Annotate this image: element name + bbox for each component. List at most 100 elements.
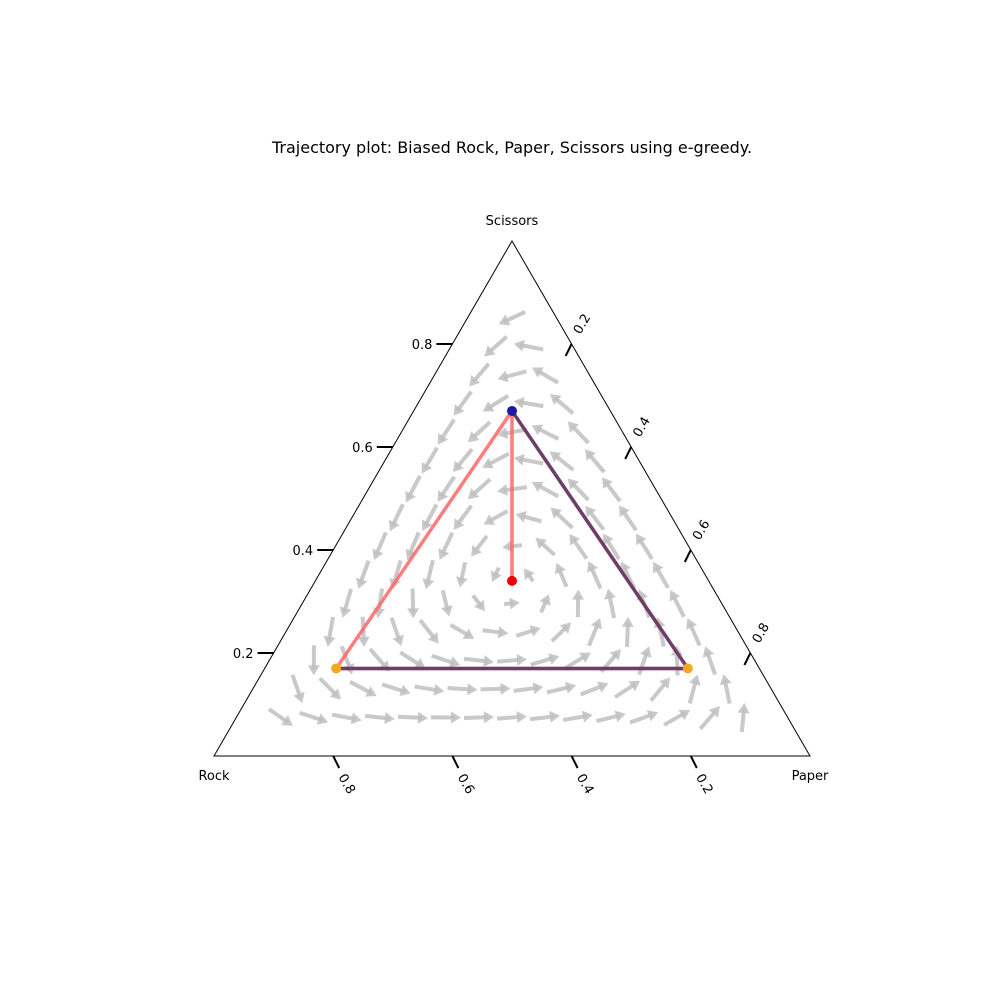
vector-arrow [389,617,404,647]
vector-arrow [603,533,621,561]
vector-arrow [515,511,542,524]
vector-arrow [490,566,502,583]
vector-arrow [267,707,293,726]
vector-arrow [702,646,717,676]
left-axis-tick-label: 0.8 [412,338,433,353]
vector-arrow [585,505,606,531]
vector-arrow [405,531,421,561]
vector-arrow [539,594,551,614]
vector-arrow [453,504,473,530]
vector-arrow [636,533,654,561]
vector-arrow [546,681,577,695]
vector-arrow [437,418,456,445]
right-axis-tick [683,549,692,563]
vector-arrow [482,626,509,639]
vector-arrow [572,589,585,618]
vector-arrow [613,680,641,699]
vector-arrow [686,618,702,647]
vector-arrow [299,710,329,725]
vector-arrow [604,588,617,619]
trajectory-markers [331,405,693,674]
vector-arrow [480,682,511,695]
vector-arrow [523,568,535,583]
left-axis-tick-label: 0.6 [352,441,373,456]
trajectory-line-1 [334,409,690,671]
vector-arrow [497,427,528,439]
vector-arrow [550,393,575,415]
vector-arrow [554,562,569,588]
vector-arrow [550,622,572,643]
vector-arrow [447,683,478,696]
vector-arrow [587,561,603,590]
vertex-label-scissors: Scissors [486,214,539,229]
vector-arrow [388,503,405,532]
right-axis-tick [743,652,752,666]
left-axis-tick-label: 0.4 [293,544,314,559]
vector-arrow [339,588,354,618]
vector-arrow [440,589,453,617]
ternary-frame [213,240,811,757]
vector-arrow [513,453,544,466]
vector-arrow [531,424,560,441]
vector-arrow [587,617,602,647]
bottom-axis-tick-label: 0.8 [335,772,358,797]
vector-arrow [496,654,527,666]
bottom-axis-tick-label: 0.4 [573,772,596,797]
vector-arrow [529,710,560,723]
vector-arrow [637,646,652,676]
vector-arrow [497,483,528,496]
vector-arrow [496,711,527,724]
vector-arrow [737,703,750,733]
bottom-axis-tick [570,755,579,769]
vector-arrow [418,618,439,644]
bottom-axis-tick [689,755,698,769]
axis-ticks: 0.2 0.4 0.6 0.8 0.2 0.4 0.6 0.8 0.8 0.6 0.4 0.2 [233,312,773,797]
vector-arrow [356,560,371,589]
vector-field [267,310,750,733]
vector-arrow [669,590,686,618]
vector-arrow [482,394,510,412]
vector-arrow [469,362,491,387]
vector-arrow [698,706,720,731]
vector-arrow [532,367,559,385]
vector-arrow [452,447,474,473]
vector-arrow [535,537,556,557]
trajectories [334,409,690,671]
vector-arrow [421,503,439,531]
chart-title: Trajectory plot: Biased Rock, Paper, Sci… [271,138,752,157]
vertex-label-rock: Rock [198,769,230,784]
vector-arrow [331,712,362,725]
right-axis-tick-label: 0.8 [750,621,773,646]
vector-arrow [431,653,461,668]
vector-arrow [482,451,510,469]
vector-arrow [364,712,395,724]
vector-arrow [550,507,574,530]
vector-arrow [579,681,609,697]
trajectory-marker [682,663,693,674]
vector-arrow [663,709,691,727]
vector-arrow [484,335,509,357]
bottom-axis-tick [451,755,460,769]
vector-arrow [569,533,589,560]
trajectory-marker [507,405,517,416]
vector-arrow [323,616,336,647]
vector-arrow [471,594,485,612]
vector-arrow [449,623,475,639]
vector-arrow [372,531,388,561]
vector-arrow [549,451,575,472]
vector-arrow [602,477,622,503]
vector-arrow [513,339,544,352]
trajectory-marker [331,663,342,674]
vector-arrow [453,390,473,416]
right-axis-tick-label: 0.6 [690,518,713,543]
vector-arrow [405,475,422,503]
vector-arrow [463,711,494,724]
vector-arrow [421,446,439,474]
vector-arrow [290,674,305,704]
vector-arrow [438,531,455,560]
vector-arrow [619,505,638,532]
vector-arrow [652,561,670,589]
vector-arrow [503,597,520,610]
vector-arrow [498,310,527,326]
